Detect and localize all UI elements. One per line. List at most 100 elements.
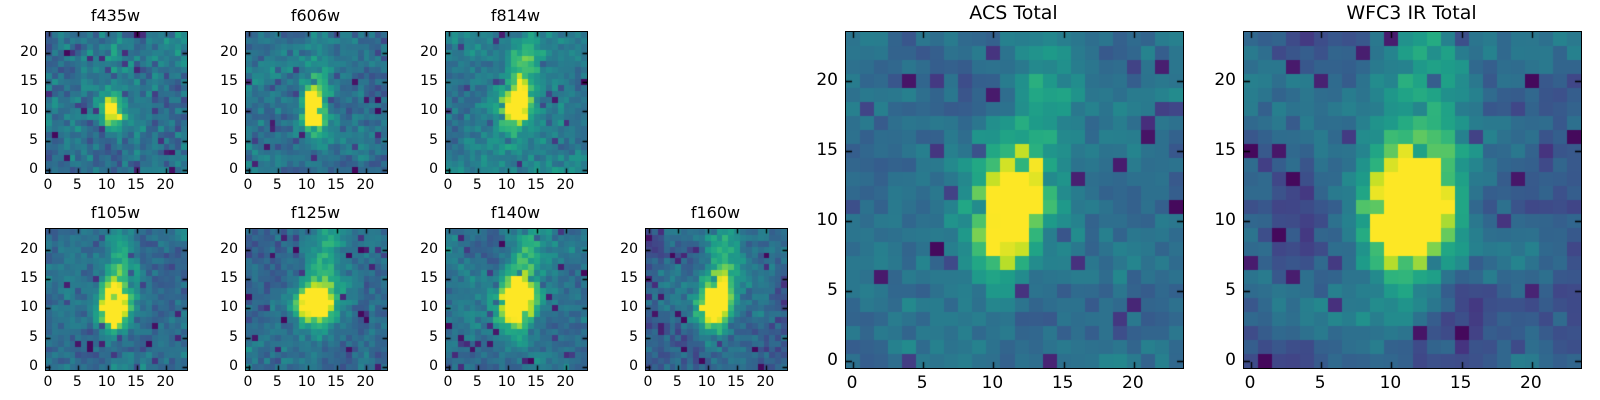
x-tick-label: 15 bbox=[327, 374, 345, 390]
panel-title-f125w: f125w bbox=[290, 203, 341, 222]
panel-f814w: f814w 0 5 10 15 20 0 5 10 15 20 bbox=[420, 6, 588, 193]
panel-title-wfc3_ir_total: WFC3 IR Total bbox=[1346, 2, 1477, 24]
x-tick-label: 20 bbox=[556, 177, 575, 193]
y-tick-label: 15 bbox=[420, 269, 438, 286]
heatmap-canvas-wfc3_ir_total bbox=[1243, 31, 1582, 369]
x-tick-label: 15 bbox=[1051, 373, 1074, 393]
y-tick-label: 15 bbox=[1214, 140, 1236, 160]
x-tick-label: 10 bbox=[97, 374, 116, 390]
x-tick-label: 20 bbox=[156, 374, 175, 390]
x-tick-label: 20 bbox=[156, 177, 175, 193]
y-tick-label: 10 bbox=[20, 299, 38, 316]
x-tick-label: 5 bbox=[916, 373, 928, 393]
y-tick-label: 10 bbox=[620, 299, 638, 316]
x-tick-label: 20 bbox=[1520, 373, 1542, 393]
panel-title-f435w: f435w bbox=[90, 6, 141, 25]
y-tick-label: 5 bbox=[429, 131, 438, 148]
y-tick-label: 15 bbox=[220, 269, 238, 286]
y-tick-label: 20 bbox=[620, 240, 638, 257]
x-tick-label: 5 bbox=[272, 177, 282, 193]
x-tick-label: 20 bbox=[356, 374, 375, 390]
y-tick-label: 15 bbox=[20, 269, 38, 286]
y-tick-label: 10 bbox=[816, 210, 838, 230]
y-tick-label: 0 bbox=[29, 161, 38, 178]
y-tick-label: 5 bbox=[29, 131, 38, 148]
panel-title-f160w: f160w bbox=[690, 203, 741, 222]
y-tick-label: 0 bbox=[429, 161, 438, 178]
y-tick-label: 0 bbox=[29, 358, 38, 375]
y-tick-label: 10 bbox=[420, 102, 438, 119]
y-tick-label: 5 bbox=[1225, 280, 1236, 300]
x-tick-label: 0 bbox=[443, 374, 453, 390]
x-tick-label: 10 bbox=[297, 177, 316, 193]
x-tick-label: 0 bbox=[243, 374, 253, 390]
x-tick-label: 0 bbox=[443, 177, 453, 193]
y-tick-label: 20 bbox=[420, 43, 438, 60]
y-tick-label: 0 bbox=[1225, 350, 1236, 370]
y-tick-label: 5 bbox=[29, 328, 38, 345]
y-tick-label: 5 bbox=[229, 131, 238, 148]
heatmap-canvas-f140w bbox=[445, 228, 588, 371]
x-tick-label: 15 bbox=[327, 177, 345, 193]
x-tick-label: 5 bbox=[472, 177, 482, 193]
panel-wfc3_ir_total: WFC3 IR Total 0 5 10 15 20 0 5 10 15 20 bbox=[1214, 2, 1582, 393]
y-tick-label: 5 bbox=[827, 280, 838, 300]
y-tick-label: 20 bbox=[420, 240, 438, 257]
x-tick-label: 15 bbox=[527, 177, 545, 193]
panel-title-f140w: f140w bbox=[490, 203, 541, 222]
x-tick-label: 10 bbox=[497, 177, 516, 193]
x-tick-label: 0 bbox=[43, 177, 53, 193]
x-tick-label: 0 bbox=[643, 374, 653, 390]
x-tick-label: 15 bbox=[127, 374, 145, 390]
y-tick-label: 0 bbox=[827, 350, 838, 370]
panel-acs_total: ACS Total 0 5 10 15 20 0 5 10 15 20 bbox=[816, 2, 1184, 393]
panel-f160w: f160w 0 5 10 15 20 0 5 10 15 20 bbox=[620, 203, 788, 390]
panel-title-acs_total: ACS Total bbox=[969, 2, 1058, 24]
y-tick-label: 10 bbox=[20, 102, 38, 119]
x-tick-label: 5 bbox=[72, 374, 82, 390]
x-tick-label: 10 bbox=[981, 373, 1004, 393]
y-tick-label: 20 bbox=[220, 240, 238, 257]
x-tick-label: 20 bbox=[756, 374, 775, 390]
y-tick-label: 5 bbox=[229, 328, 238, 345]
y-tick-label: 5 bbox=[629, 328, 638, 345]
x-tick-label: 5 bbox=[72, 177, 82, 193]
y-tick-label: 15 bbox=[20, 72, 38, 89]
x-tick-label: 10 bbox=[97, 177, 116, 193]
x-tick-label: 20 bbox=[356, 177, 375, 193]
x-tick-label: 0 bbox=[1244, 373, 1256, 393]
panel-f140w: f140w 0 5 10 15 20 0 5 10 15 20 bbox=[420, 203, 588, 390]
heatmap-canvas-f105w bbox=[45, 228, 188, 371]
y-tick-label: 20 bbox=[20, 240, 38, 257]
y-tick-label: 20 bbox=[1214, 70, 1236, 90]
heatmap-canvas-f160w bbox=[645, 228, 788, 371]
x-tick-label: 15 bbox=[1449, 373, 1472, 393]
heatmap-canvas-f814w bbox=[445, 31, 588, 174]
x-tick-label: 5 bbox=[672, 374, 682, 390]
y-tick-label: 10 bbox=[420, 299, 438, 316]
panel-f606w: f606w 0 5 10 15 20 0 5 10 15 20 bbox=[220, 6, 388, 193]
y-tick-label: 20 bbox=[220, 43, 238, 60]
panel-title-f105w: f105w bbox=[90, 203, 141, 222]
x-tick-label: 0 bbox=[243, 177, 253, 193]
y-tick-label: 10 bbox=[220, 299, 238, 316]
y-tick-label: 10 bbox=[1214, 210, 1236, 230]
y-tick-label: 15 bbox=[220, 72, 238, 89]
panel-title-f606w: f606w bbox=[290, 6, 341, 25]
x-tick-label: 10 bbox=[297, 374, 316, 390]
panel-f125w: f125w 0 5 10 15 20 0 5 10 15 20 bbox=[220, 203, 388, 390]
y-tick-label: 15 bbox=[620, 269, 638, 286]
x-tick-label: 10 bbox=[697, 374, 716, 390]
y-tick-label: 0 bbox=[229, 161, 238, 178]
x-tick-label: 5 bbox=[472, 374, 482, 390]
panel-title-f814w: f814w bbox=[490, 6, 541, 25]
panel-f105w: f105w 0 5 10 15 20 0 5 10 15 20 bbox=[20, 203, 188, 390]
x-tick-label: 5 bbox=[272, 374, 282, 390]
x-tick-label: 15 bbox=[727, 374, 745, 390]
x-tick-label: 10 bbox=[1379, 373, 1402, 393]
y-tick-label: 15 bbox=[420, 72, 438, 89]
heatmap-canvas-f125w bbox=[245, 228, 388, 371]
y-tick-label: 5 bbox=[429, 328, 438, 345]
panel-f435w: f435w 0 5 10 15 20 0 5 10 15 20 bbox=[20, 6, 188, 193]
